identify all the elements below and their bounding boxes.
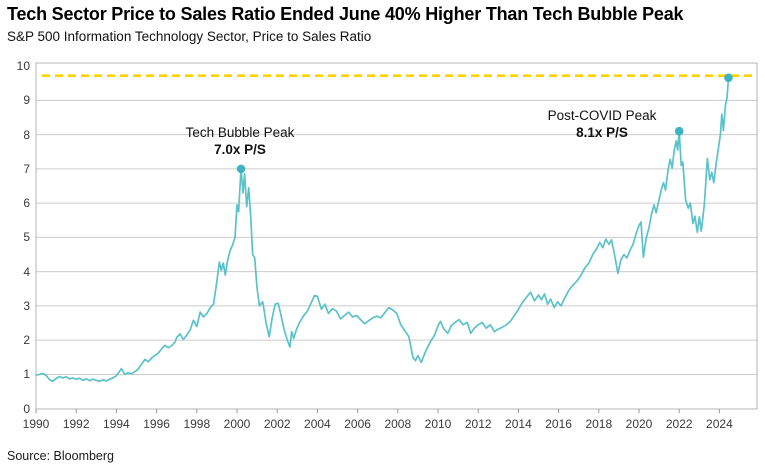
x-tick-label: 1998 [183,417,211,431]
annotation-tech-bubble-peak-label: Tech Bubble Peak [185,125,295,140]
x-tick-label: 2012 [464,417,492,431]
peak-marker [236,164,246,174]
x-tick-label: 1996 [143,417,170,431]
x-tick-label: 2018 [585,417,613,431]
y-tick-label: 10 [16,59,30,74]
annotation-tech-bubble-peak-value: 7.0x P/S [214,142,266,157]
x-tick-label: 1994 [103,417,130,431]
page-title: Tech Sector Price to Sales Ratio Ended J… [7,4,684,24]
y-tick-label: 4 [23,264,30,279]
peak-marker [724,73,733,83]
y-tick-label: 5 [23,230,30,245]
y-tick-label: 7 [23,161,30,176]
y-tick-label: 1 [23,367,30,382]
annotation-post-covid-peak-value: 8.1x P/S [576,125,628,140]
x-tick-label: 2010 [424,417,452,431]
x-tick-label: 2008 [384,417,412,431]
price-to-sales-line [35,76,730,383]
peak-marker [674,126,684,136]
x-tick-label: 2020 [625,417,653,431]
x-tick-label: 2024 [706,417,733,431]
y-tick-label: 6 [23,196,30,211]
annotation-post-covid-peak: Post-COVID Peak 8.1x P/S [502,107,702,141]
x-tick-label: 1990 [22,417,50,431]
y-tick-label: 9 [23,93,30,108]
source-note: Source: Bloomberg [7,449,115,463]
x-tick-label: 2004 [304,417,331,431]
y-tick-label: 3 [23,298,30,313]
y-tick-label: 8 [23,127,30,142]
x-tick-label: 2014 [505,417,532,431]
x-tick-label: 2006 [344,417,371,431]
page-subtitle: S&P 500 Information Technology Sector, P… [7,29,372,44]
plot-border [35,62,758,410]
annotation-post-covid-peak-label: Post-COVID Peak [547,108,657,123]
annotation-tech-bubble-peak: Tech Bubble Peak 7.0x P/S [140,124,340,158]
x-tick-label: 2002 [263,417,291,431]
y-tick-label: 2 [23,333,30,348]
y-tick-label: 0 [23,401,30,416]
x-tick-label: 2000 [223,417,251,431]
x-tick-label: 2022 [665,417,693,431]
x-tick-label: 1992 [62,417,90,431]
x-tick-label: 2016 [545,417,572,431]
